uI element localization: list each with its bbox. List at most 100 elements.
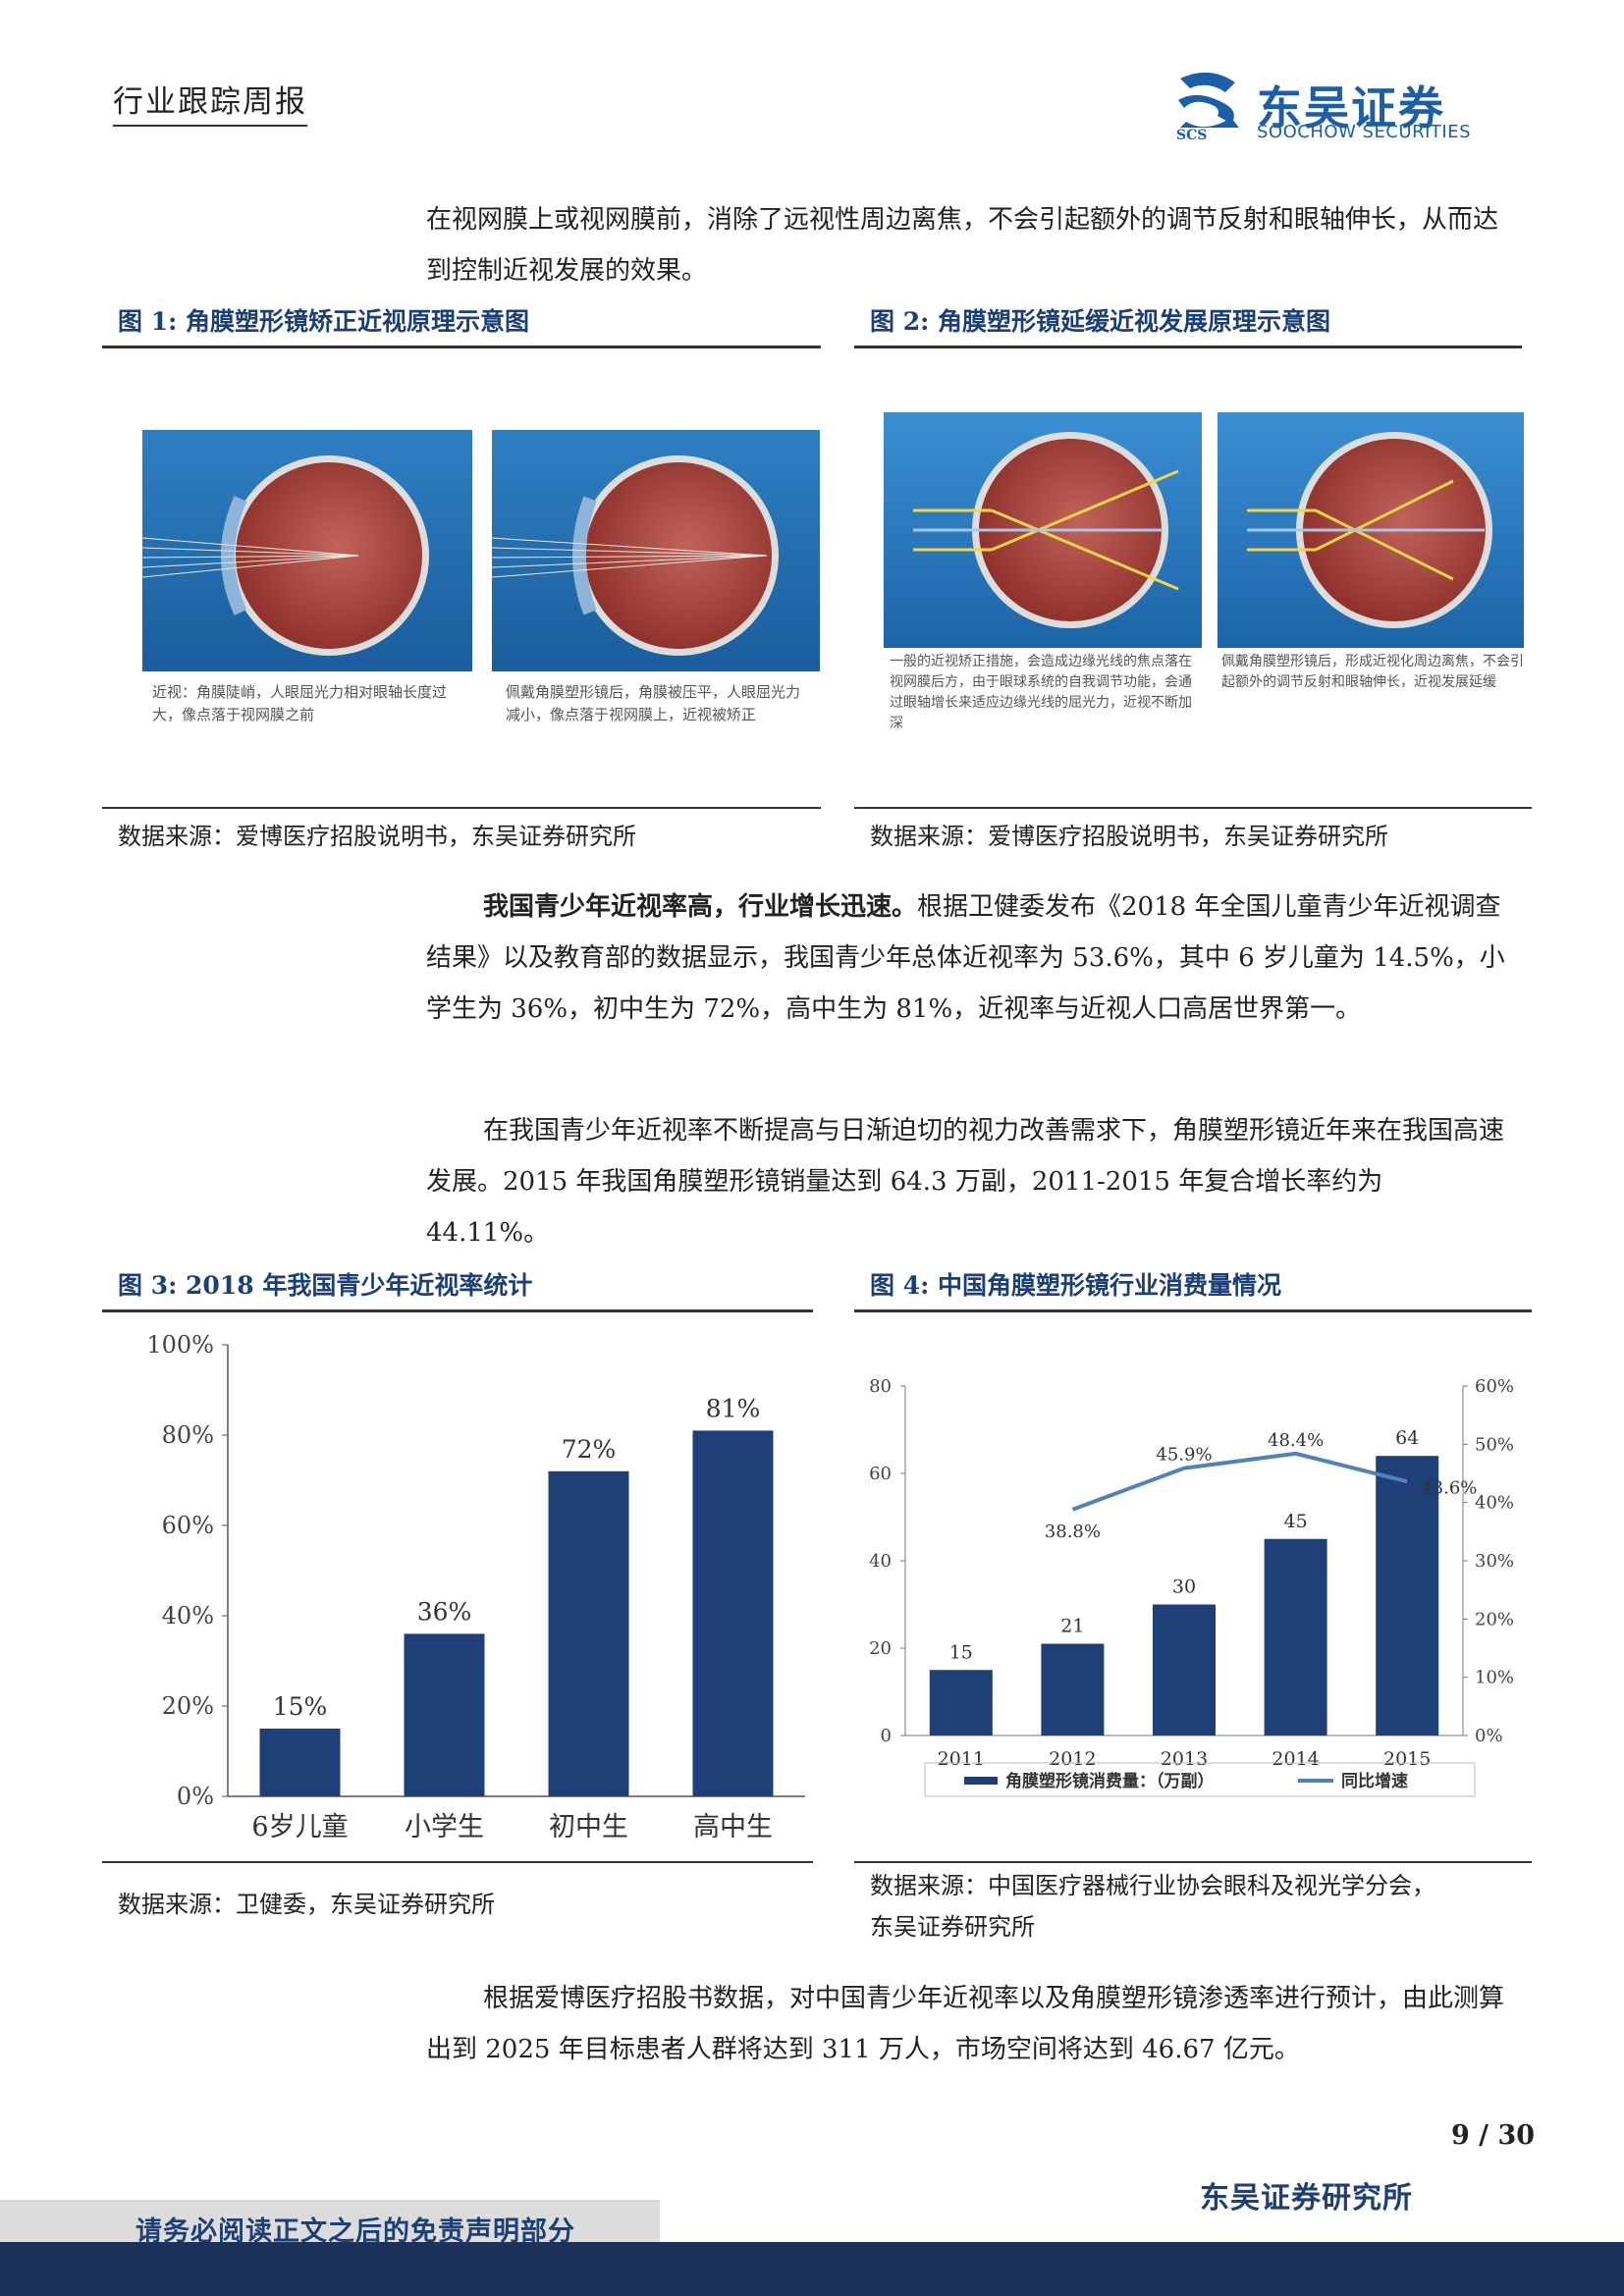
report-type: 行业跟踪周报 [113, 77, 307, 127]
category-label-1: 2012 [1049, 1748, 1096, 1770]
y-tick-label: 100% [146, 1331, 214, 1359]
paragraph-2-body: 根据卫健委发布《2018 年全国儿童青少年近视调查结果》以及教育部的数据显示，我… [426, 892, 1505, 1024]
category-label-1: 小学生 [405, 1812, 484, 1842]
right-tick-label: 10% [1475, 1668, 1514, 1688]
right-tick-label: 60% [1475, 1376, 1514, 1397]
legend-box [924, 1762, 1476, 1797]
left-tick-label: 40 [869, 1551, 892, 1572]
figure-1-image: 近视：角膜陡峭，人眼屈光力相对眼轴长度过大，像点落于视网膜之前 佩戴角膜塑形镜后… [142, 430, 820, 754]
bar-0 [929, 1670, 993, 1735]
right-tick-label: 30% [1475, 1551, 1514, 1572]
figure-4-title: 图 4: 中国角膜塑形镜行业消费量情况 [854, 1266, 1532, 1312]
page-number: 9 / 30 [1451, 2120, 1536, 2151]
figure-3-title: 图 3: 2018 年我国青少年近视率统计 [102, 1266, 813, 1312]
figure-1-source: 数据来源：爱博医疗招股说明书，东吴证券研究所 [118, 823, 636, 850]
legend-line-label: 同比增速 [1341, 1771, 1408, 1791]
figure-2-caption-right: 佩戴角膜塑形镜后，形成近视化周边离焦，不会引起额外的调节反射和眼轴伸长，近视发展… [1221, 654, 1524, 690]
paragraph-1: 在视网膜上或视网膜前，消除了远视性周边离焦，不会引起额外的调节反射和眼轴伸长，从… [426, 205, 1499, 286]
disclaimer-text: 请务必阅读正文之后的免责声明部分 [135, 2216, 575, 2247]
figure-1: 图 1: 角膜塑形镜矫正近视原理示意图 [102, 302, 821, 348]
bar-2 [548, 1470, 629, 1796]
logo-en-text: SOOCHOW SECURITIES [1257, 122, 1472, 142]
left-tick-label: 0 [881, 1726, 892, 1746]
category-label-3: 高中生 [693, 1812, 773, 1842]
category-label-3: 2014 [1272, 1748, 1319, 1770]
bar-label-4: 64 [1395, 1427, 1419, 1449]
footer-bar [0, 2242, 1624, 2296]
figure-3-divider [102, 1861, 813, 1863]
figure-2-source: 数据来源：爱博医疗招股说明书，东吴证券研究所 [870, 823, 1388, 850]
paragraph-4: 根据爱博医疗招股书数据，对中国青少年近视率以及角膜塑形镜渗透率进行预计，由此测算… [426, 1984, 1505, 2064]
bar-3 [692, 1430, 774, 1796]
right-tick-label: 50% [1475, 1434, 1514, 1455]
category-label-2: 初中生 [549, 1812, 628, 1842]
y-tick-label: 40% [162, 1602, 214, 1629]
left-tick-label: 20 [869, 1638, 892, 1659]
figure-2-divider [854, 807, 1532, 809]
bar-3 [1264, 1538, 1327, 1735]
bar-label-1: 36% [417, 1597, 472, 1626]
myopia-rate-chart: 0% 20% 40% 60% 80% 100% 15% 6岁儿童 36% 小学生 72% 初中生 81%… [146, 1331, 805, 1842]
paragraph-3: 在我国青少年近视率不断提高与日渐迫切的视力改善需求下，角膜塑形镜近年来在我国高速… [426, 1116, 1505, 1248]
right-tick-label: 20% [1475, 1609, 1514, 1629]
footer-org: 东吴证券研究所 [1200, 2181, 1413, 2216]
y-tick-label: 80% [162, 1421, 214, 1449]
bar-label-1: 21 [1060, 1616, 1084, 1637]
left-tick-label: 80 [869, 1376, 892, 1397]
bar-1 [404, 1633, 485, 1796]
figure-2-title: 图 2: 角膜塑形镜延缓近视发展原理示意图 [854, 302, 1522, 348]
bar-label-3: 81% [706, 1394, 761, 1422]
logo-cn-text: 东吴证券 [1257, 81, 1445, 134]
logo-mark-text: SCS [1176, 128, 1207, 141]
legend-bar-swatch [964, 1777, 998, 1785]
figure-2-caption-left: 一般的近视矫正措施，会造成边缘光线的焦点落在视网膜后方，由于眼球系统的自我调节功… [890, 654, 1192, 731]
bar-2 [1153, 1604, 1216, 1735]
bar-label-0: 15 [949, 1641, 973, 1663]
bar-1 [1041, 1643, 1105, 1735]
right-tick-label: 0% [1475, 1726, 1503, 1746]
category-label-2: 2013 [1161, 1748, 1208, 1770]
figure-4: 图 4: 中国角膜塑形镜行业消费量情况 [854, 1266, 1532, 1312]
figure-1-title: 图 1: 角膜塑形镜矫正近视原理示意图 [102, 302, 821, 348]
figure-4-source-line1: 数据来源：中国医疗器械行业协会眼科及视光学分会， [870, 1872, 1435, 1899]
growth-label-2: 45.9% [1156, 1445, 1212, 1466]
growth-label-1: 38.8% [1045, 1522, 1101, 1542]
paragraph-2: 我国青少年近视率高，行业增长迅速。根据卫健委发布《2018 年全国儿童青少年近视… [426, 881, 1510, 1035]
eye-corrected-illustration [492, 430, 820, 671]
figure-1-caption-left: 近视：角膜陡峭，人眼屈光力相对眼轴长度过大，像点落于视网膜之前 [152, 683, 448, 723]
figure-1-caption-right: 佩戴角膜塑形镜后，角膜被压平，人眼屈光力减小，像点落于视网膜上，近视被矫正 [506, 683, 801, 723]
eye-peripheral-focus-illustration [1218, 412, 1524, 648]
y-tick-label: 20% [162, 1692, 214, 1720]
scs-logo-icon: SCS [1174, 72, 1243, 141]
company-logo: SCS 东吴证券 SOOCHOW SECURITIES [1170, 71, 1494, 149]
figure-4-source-line2: 东吴证券研究所 [870, 1913, 1035, 1941]
eye-myopia-illustration [142, 430, 472, 671]
y-tick-label: 0% [177, 1783, 214, 1810]
figure-2-image: 一般的近视矫正措施，会造成边缘光线的焦点落在视网膜后方，由于眼球系统的自我调节功… [884, 412, 1527, 766]
figure-3: 图 3: 2018 年我国青少年近视率统计 [102, 1266, 813, 1312]
growth-line [1071, 1451, 1408, 1512]
figure-3-source: 数据来源：卫健委，东吴证券研究所 [118, 1891, 495, 1918]
category-label-0: 6岁儿童 [251, 1812, 348, 1842]
bar-label-2: 72% [562, 1435, 617, 1464]
left-tick-label: 60 [869, 1464, 892, 1484]
right-tick-label: 40% [1475, 1493, 1514, 1514]
bar-label-0: 15% [273, 1692, 328, 1721]
paragraph-2-lead: 我国青少年近视率高，行业增长迅速。 [483, 892, 918, 922]
ortho-k-consumption-chart: 0 20 40 60 80 0% 10% 20% 30% 40% 50% 60% 15 2011 21 201… [869, 1376, 1514, 1797]
bar-0 [259, 1729, 341, 1796]
legend-bar-label: 角膜塑形镜消费量：（万副） [1005, 1771, 1215, 1791]
growth-label-3: 48.4% [1268, 1430, 1324, 1451]
figure-4-divider [854, 1861, 1532, 1863]
category-label-4: 2015 [1383, 1748, 1431, 1770]
category-label-0: 2011 [938, 1748, 985, 1770]
figure-2: 图 2: 角膜塑形镜延缓近视发展原理示意图 [854, 302, 1522, 348]
eye-defocus-illustration [884, 412, 1202, 648]
bar-4 [1376, 1456, 1439, 1735]
bar-label-2: 30 [1172, 1576, 1196, 1598]
figure-4-source: 数据来源：中国医疗器械行业协会眼科及视光学分会， 东吴证券研究所 [854, 1865, 1547, 1948]
bar-label-3: 45 [1284, 1511, 1308, 1532]
y-tick-label: 60% [162, 1512, 214, 1539]
growth-label-4: 43.6% [1421, 1477, 1477, 1498]
figure-1-divider [102, 807, 821, 809]
